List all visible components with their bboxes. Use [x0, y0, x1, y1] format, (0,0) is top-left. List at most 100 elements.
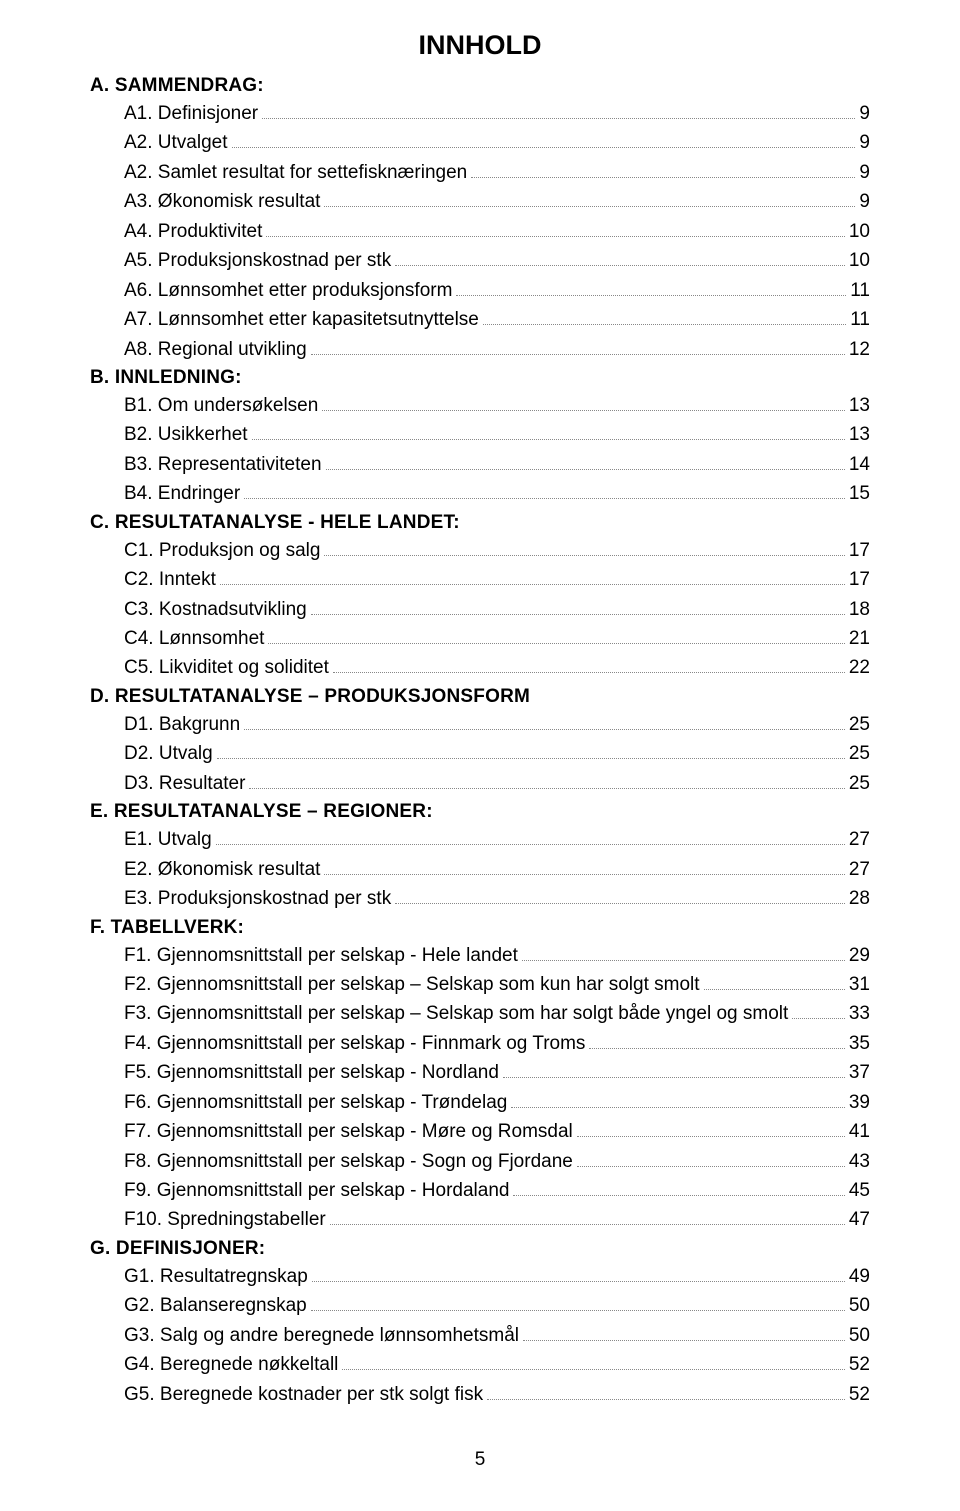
toc-item: A2. Utvalget 9 [90, 128, 870, 157]
toc-item-page: 10 [849, 217, 870, 246]
document-title: INNHOLD [90, 30, 870, 61]
section-heading: A. SAMMENDRAG: [90, 75, 870, 97]
toc-dots [252, 439, 845, 440]
toc-item-page: 28 [849, 884, 870, 913]
toc-dots [217, 758, 845, 759]
toc-item: A8. Regional utvikling 12 [90, 335, 870, 364]
toc-item-page: 13 [849, 391, 870, 420]
toc-item-page: 10 [849, 246, 870, 275]
toc-item-label: A2. Samlet resultat for settefisknæringe… [124, 158, 467, 187]
toc-item: E1. Utvalg27 [90, 825, 870, 854]
toc-item-label: E2. Økonomisk resultat [124, 855, 320, 884]
toc-item-label: F5. Gjennomsnittstall per selskap - Nord… [124, 1058, 499, 1087]
toc-item-page: 25 [849, 739, 870, 768]
toc-item-page: 39 [849, 1088, 870, 1117]
toc-item-page: 9 [859, 128, 870, 157]
toc-item-label: C5. Likviditet og soliditet [124, 653, 329, 682]
toc-item-page: 17 [849, 565, 870, 594]
toc-item-page: 12 [849, 335, 870, 364]
toc-item-label: G1. Resultatregnskap [124, 1262, 308, 1291]
toc-item: A3. Økonomisk resultat 9 [90, 187, 870, 216]
toc-dots [503, 1077, 845, 1078]
toc-item: D3. Resultater25 [90, 769, 870, 798]
page-container: INNHOLD A. SAMMENDRAG:A1. Definisjoner9A… [0, 0, 960, 1511]
toc-item-label: G3. Salg og andre beregnede lønnsomhetsm… [124, 1321, 519, 1350]
toc-item-label: E3. Produksjonskostnad per stk [124, 884, 391, 913]
toc-item-page: 33 [849, 999, 870, 1028]
toc-item-label: G4. Beregnede nøkkeltall [124, 1350, 338, 1379]
toc-item: C1. Produksjon og salg17 [90, 536, 870, 565]
toc-dots [324, 874, 844, 875]
toc-item: A4. Produktivitet10 [90, 217, 870, 246]
toc-item: F6. Gjennomsnittstall per selskap - Trøn… [90, 1088, 870, 1117]
toc-item-page: 15 [849, 479, 870, 508]
toc-item: F9. Gjennomsnittstall per selskap - Hord… [90, 1176, 870, 1205]
toc-dots [324, 206, 855, 207]
table-of-contents: A. SAMMENDRAG:A1. Definisjoner9A2. Utval… [90, 75, 870, 1409]
toc-item-page: 29 [849, 941, 870, 970]
toc-dots [577, 1136, 845, 1137]
page-number: 5 [90, 1449, 870, 1471]
toc-dots [244, 729, 845, 730]
toc-dots [268, 643, 844, 644]
toc-dots [577, 1166, 845, 1167]
toc-item: G5. Beregnede kostnader per stk solgt fi… [90, 1380, 870, 1409]
toc-item: A6. Lønnsomhet etter produksjonsform11 [90, 276, 870, 305]
toc-item-label: B4. Endringer [124, 479, 240, 508]
toc-item-page: 50 [849, 1291, 870, 1320]
toc-item-label: A7. Lønnsomhet etter kapasitetsutnyttels… [124, 305, 479, 334]
toc-item: D1. Bakgrunn25 [90, 710, 870, 739]
toc-dots [249, 788, 844, 789]
toc-item-page: 21 [849, 624, 870, 653]
toc-item-label: F2. Gjennomsnittstall per selskap – Sels… [124, 970, 700, 999]
section-heading: B. INNLEDNING: [90, 367, 870, 389]
toc-item: E3. Produksjonskostnad per stk 28 [90, 884, 870, 913]
toc-dots [262, 118, 855, 119]
toc-item: A2. Samlet resultat for settefisknæringe… [90, 158, 870, 187]
toc-dots [513, 1195, 844, 1196]
toc-item-label: A6. Lønnsomhet etter produksjonsform [124, 276, 452, 305]
toc-item-page: 9 [859, 187, 870, 216]
toc-item-page: 14 [849, 450, 870, 479]
toc-item: F2. Gjennomsnittstall per selskap – Sels… [90, 970, 870, 999]
toc-item-page: 45 [849, 1176, 870, 1205]
toc-dots [324, 555, 844, 556]
toc-item-label: A8. Regional utvikling [124, 335, 307, 364]
toc-item: B3. Representativiteten14 [90, 450, 870, 479]
toc-item-label: A2. Utvalget [124, 128, 228, 157]
toc-item-page: 11 [850, 305, 870, 334]
toc-item: C5. Likviditet og soliditet22 [90, 653, 870, 682]
toc-dots [311, 354, 845, 355]
toc-item-label: F3. Gjennomsnittstall per selskap – Sels… [124, 999, 788, 1028]
toc-dots [704, 989, 845, 990]
toc-item-label: F4. Gjennomsnittstall per selskap - Finn… [124, 1029, 585, 1058]
toc-dots [342, 1369, 844, 1370]
section-heading: G. DEFINISJONER: [90, 1238, 870, 1260]
toc-item: F10. Spredningstabeller47 [90, 1205, 870, 1234]
toc-dots [483, 324, 846, 325]
toc-item: A5. Produksjonskostnad per stk10 [90, 246, 870, 275]
toc-item-page: 17 [849, 536, 870, 565]
section-heading: D. RESULTATANALYSE – PRODUKSJONSFORM [90, 686, 870, 708]
toc-dots [792, 1018, 845, 1019]
toc-item-page: 9 [859, 158, 870, 187]
section-heading: C. RESULTATANALYSE - HELE LANDET: [90, 512, 870, 534]
toc-dots [266, 236, 845, 237]
toc-item-label: A3. Økonomisk resultat [124, 187, 320, 216]
toc-dots [312, 1281, 845, 1282]
toc-dots [330, 1224, 845, 1225]
toc-item-label: G2. Balanseregnskap [124, 1291, 307, 1320]
toc-item: F1. Gjennomsnittstall per selskap - Hele… [90, 941, 870, 970]
toc-dots [522, 960, 845, 961]
toc-item: G2. Balanseregnskap 50 [90, 1291, 870, 1320]
toc-item: D2. Utvalg25 [90, 739, 870, 768]
toc-item-page: 13 [849, 420, 870, 449]
toc-item: G4. Beregnede nøkkeltall52 [90, 1350, 870, 1379]
toc-item-label: F9. Gjennomsnittstall per selskap - Hord… [124, 1176, 509, 1205]
toc-dots [322, 410, 845, 411]
toc-item-page: 49 [849, 1262, 870, 1291]
toc-item: C4. Lønnsomhet21 [90, 624, 870, 653]
toc-item-label: B2. Usikkerhet [124, 420, 248, 449]
toc-item-page: 27 [849, 855, 870, 884]
toc-item: A1. Definisjoner9 [90, 99, 870, 128]
